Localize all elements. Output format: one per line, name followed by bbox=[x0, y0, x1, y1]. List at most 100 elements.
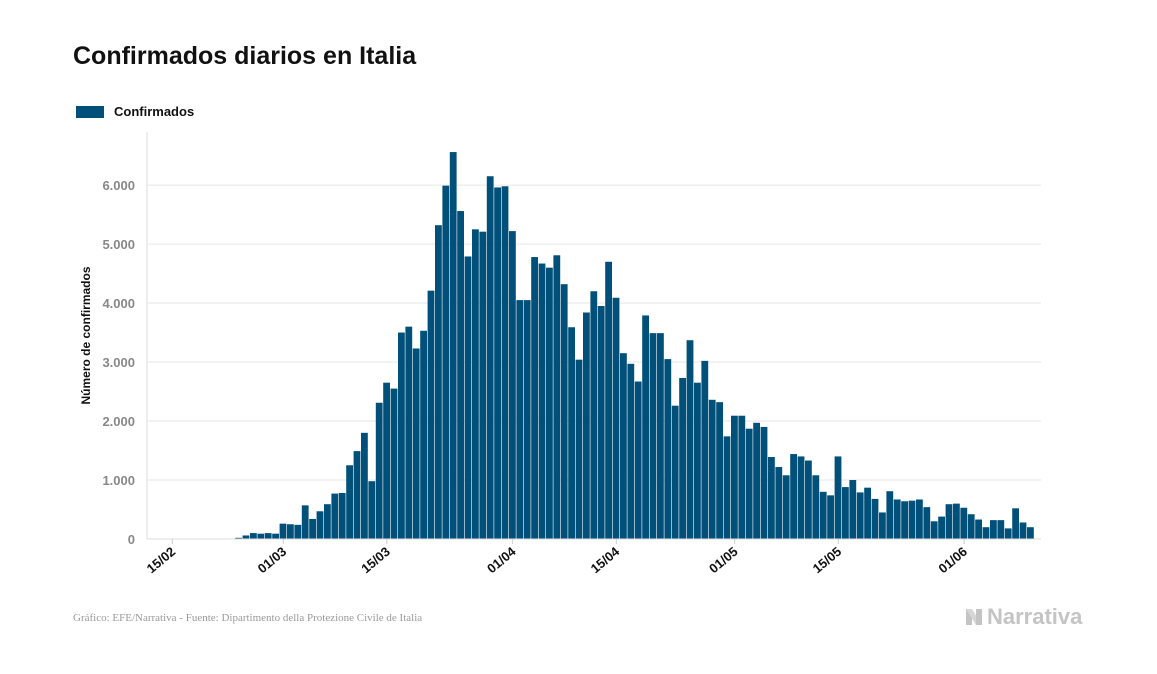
bar bbox=[1012, 508, 1019, 539]
bar bbox=[486, 176, 494, 539]
bar bbox=[997, 520, 1005, 539]
bar bbox=[701, 360, 709, 539]
x-tick-label: 15/05 bbox=[810, 544, 845, 576]
y-tick-label: 3.000 bbox=[102, 355, 135, 370]
bar bbox=[353, 451, 361, 539]
bar bbox=[338, 492, 346, 539]
brand-name: Narrativa bbox=[987, 604, 1083, 629]
bar bbox=[967, 514, 975, 539]
bar bbox=[427, 290, 435, 539]
bar bbox=[945, 504, 953, 539]
brand-logo: Narrativa bbox=[964, 604, 1082, 630]
bar bbox=[923, 507, 931, 539]
bar bbox=[1004, 528, 1012, 539]
legend-label: Confirmados bbox=[114, 104, 195, 119]
bar bbox=[575, 359, 583, 539]
bar bbox=[842, 487, 849, 539]
bar bbox=[782, 475, 790, 539]
source-note: Gráfico: EFE/Narrativa - Fuente: Diparti… bbox=[73, 612, 423, 624]
bar bbox=[856, 492, 864, 539]
bar bbox=[960, 507, 968, 539]
bar bbox=[657, 333, 664, 539]
y-tick-label: 0 bbox=[128, 532, 135, 547]
bar bbox=[257, 533, 265, 539]
bar bbox=[901, 501, 908, 539]
bar bbox=[294, 524, 302, 539]
bar bbox=[568, 327, 575, 539]
x-tick-label: 15/03 bbox=[358, 544, 393, 576]
bar bbox=[716, 402, 723, 539]
legend: Confirmados bbox=[76, 104, 194, 119]
bar bbox=[975, 519, 982, 539]
narrativa-logo-icon bbox=[966, 609, 982, 625]
bar bbox=[612, 297, 620, 539]
bar bbox=[738, 415, 746, 539]
bar bbox=[472, 229, 479, 539]
bar bbox=[590, 291, 598, 539]
y-tick-label: 2.000 bbox=[102, 414, 135, 429]
bar bbox=[457, 211, 464, 539]
bar bbox=[346, 465, 353, 539]
bar bbox=[479, 231, 487, 540]
bar bbox=[708, 399, 716, 539]
y-tick-label: 4.000 bbox=[102, 296, 135, 311]
x-tick-label: 01/04 bbox=[484, 543, 519, 576]
bar bbox=[235, 537, 242, 539]
bar bbox=[908, 500, 916, 539]
bar bbox=[760, 426, 768, 539]
bar bbox=[879, 512, 886, 539]
bar bbox=[509, 231, 516, 540]
bar bbox=[916, 499, 923, 539]
bar bbox=[849, 480, 857, 539]
bar bbox=[501, 186, 509, 539]
y-tick-label: 5.000 bbox=[102, 237, 135, 252]
bar bbox=[324, 504, 331, 539]
bar bbox=[368, 481, 376, 539]
x-tick-label: 01/06 bbox=[935, 544, 970, 576]
bar bbox=[671, 405, 679, 539]
bar bbox=[538, 263, 546, 539]
bar bbox=[309, 518, 316, 539]
bar bbox=[316, 511, 324, 539]
bar bbox=[412, 348, 420, 539]
bar bbox=[420, 330, 427, 539]
bar bbox=[805, 460, 812, 539]
bar bbox=[361, 432, 368, 539]
bar bbox=[383, 382, 390, 539]
bar bbox=[893, 499, 901, 539]
bar bbox=[686, 340, 694, 539]
bar bbox=[516, 300, 524, 539]
bar bbox=[605, 261, 612, 539]
bar bbox=[449, 152, 457, 540]
bar bbox=[435, 225, 442, 540]
bar bbox=[627, 363, 635, 539]
bar bbox=[634, 381, 642, 539]
bar bbox=[250, 533, 257, 539]
bar bbox=[834, 456, 842, 539]
bar bbox=[287, 524, 294, 539]
bar bbox=[886, 491, 894, 539]
bar bbox=[982, 527, 990, 539]
bar bbox=[871, 498, 879, 539]
legend-swatch bbox=[76, 105, 104, 118]
bar bbox=[768, 457, 775, 539]
x-tick-label: 15/02 bbox=[144, 544, 179, 576]
bar bbox=[390, 388, 398, 539]
bar bbox=[990, 520, 997, 539]
x-tick-label: 01/05 bbox=[706, 544, 741, 576]
bar bbox=[553, 255, 561, 539]
y-axis-title: Número de confirmados bbox=[79, 266, 93, 404]
bar bbox=[494, 187, 501, 539]
bar bbox=[864, 487, 871, 539]
bar bbox=[398, 332, 405, 539]
bar bbox=[775, 467, 783, 539]
bar bbox=[819, 491, 827, 539]
bar bbox=[1027, 527, 1034, 539]
y-tick-label: 6.000 bbox=[102, 178, 135, 193]
chart-title: Confirmados diarios en Italia bbox=[73, 42, 417, 70]
bar bbox=[679, 377, 686, 539]
bar bbox=[531, 257, 538, 539]
bar bbox=[242, 535, 250, 539]
bar bbox=[264, 533, 272, 539]
bar bbox=[583, 312, 590, 539]
